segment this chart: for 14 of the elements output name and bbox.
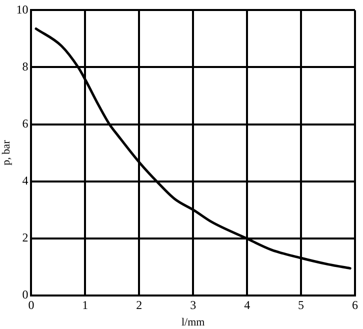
y-tick-label: 2	[22, 230, 28, 245]
y-tick-label: 6	[22, 116, 28, 130]
x-tick-label: 2	[136, 298, 142, 312]
y-tick-label: 4	[22, 173, 28, 188]
x-tick-label: 4	[244, 298, 250, 312]
x-tick-label: 6	[352, 298, 358, 312]
y-axis-title: p, bar	[0, 140, 12, 166]
x-tick-label: 1	[82, 298, 88, 312]
y-tick-label: 0	[22, 288, 28, 302]
x-tick-label: 5	[298, 298, 304, 312]
x-tick-label: 3	[190, 298, 196, 312]
x-axis-title: l/mm	[181, 316, 206, 328]
y-tick-label: 10	[16, 2, 28, 16]
y-tick-label: 8	[22, 59, 28, 74]
